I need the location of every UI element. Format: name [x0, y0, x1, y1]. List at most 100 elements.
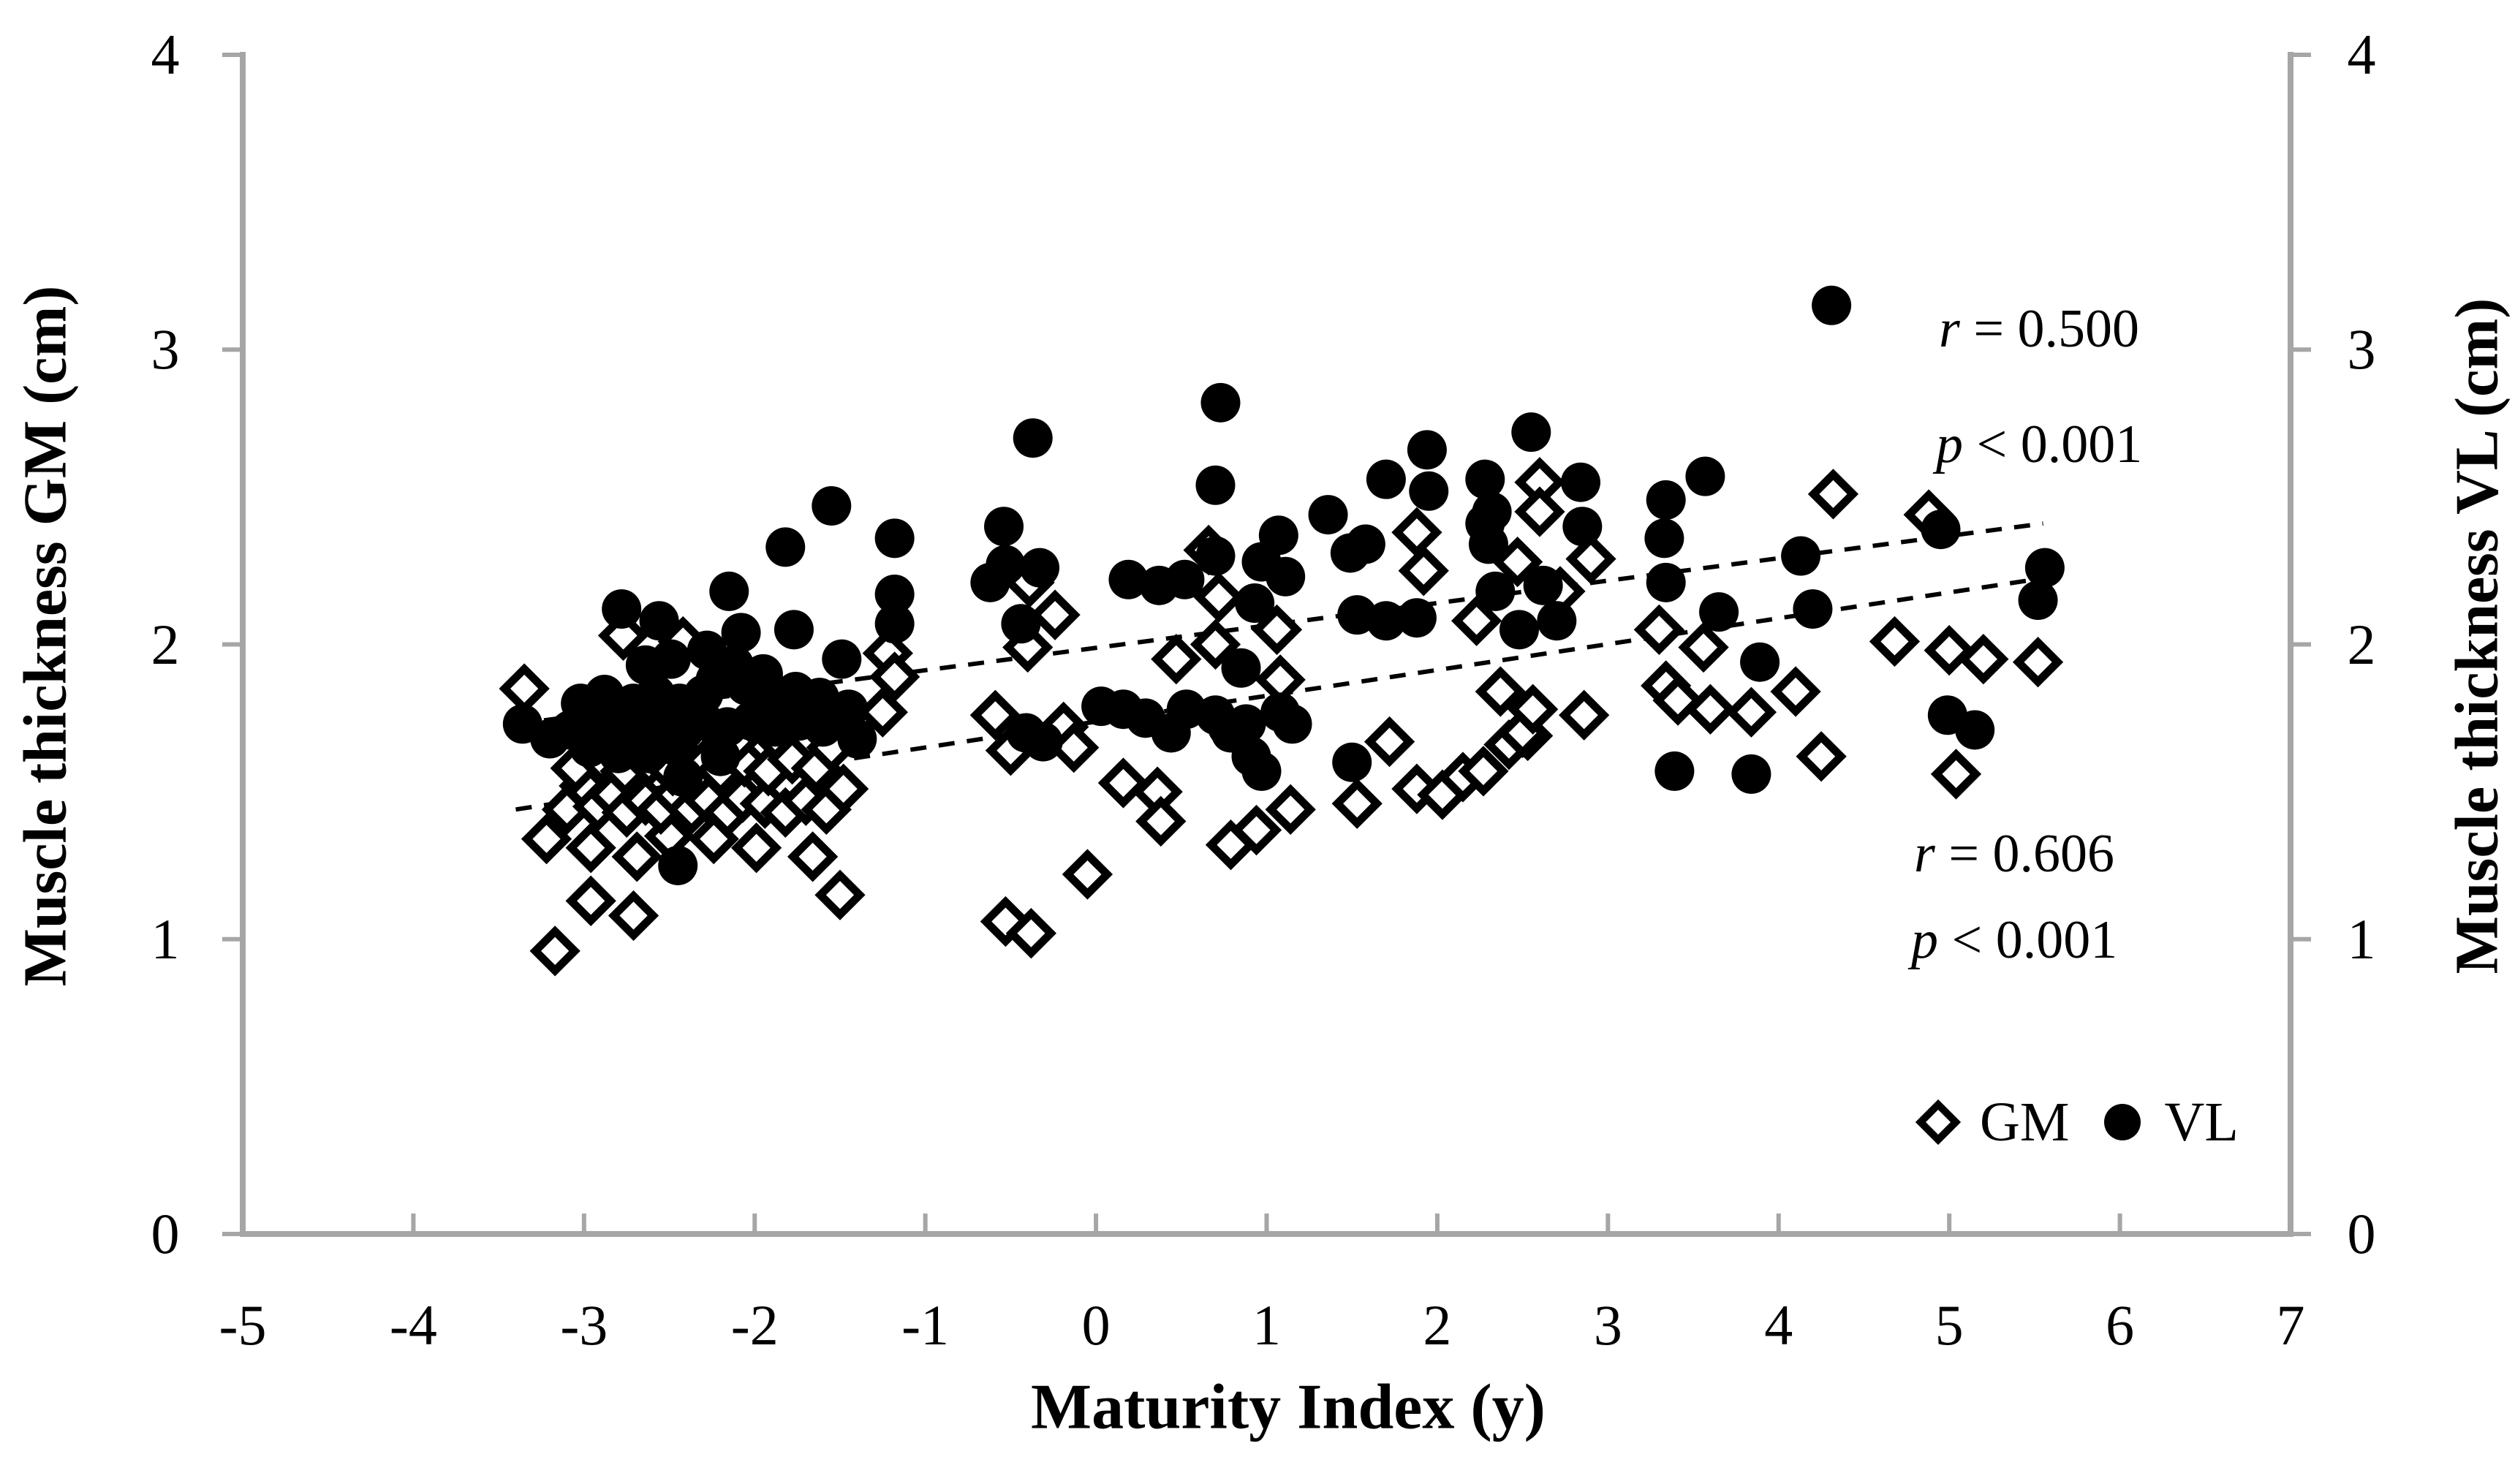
gm-point — [1678, 621, 1729, 673]
left-tick-label: 1 — [151, 906, 180, 971]
vl-point — [1108, 559, 1149, 599]
gm-point — [730, 822, 782, 874]
vl-point — [874, 574, 915, 614]
vl-point — [1165, 559, 1205, 599]
gm-point — [969, 689, 1021, 741]
gm-point — [1796, 731, 1847, 782]
vl-point — [1407, 430, 1447, 470]
vl-point — [1266, 556, 1306, 597]
gm-point — [1190, 618, 1241, 670]
vl-point — [874, 518, 915, 559]
annotation-gm-p-value: < 0.001 — [1938, 910, 2118, 970]
vl-point — [1562, 507, 1603, 547]
vl-point — [1699, 592, 1739, 632]
gm-point — [1491, 536, 1543, 588]
legend-item-vl: VL — [2094, 1091, 2239, 1153]
x-tick-label: -1 — [901, 1293, 950, 1357]
vl-point — [1366, 601, 1406, 641]
gm-point — [499, 663, 550, 714]
vl-point — [1221, 648, 1261, 688]
gm-point — [1451, 595, 1502, 646]
gm-point — [1048, 722, 1100, 773]
right-axis-title: Muscle thickness VL (cm) — [2443, 298, 2511, 974]
gm-point — [1514, 486, 1565, 537]
gm-point — [1331, 778, 1383, 829]
vl-point — [1200, 382, 1241, 423]
annotation-gm-p: p < 0.001 — [1911, 909, 2117, 972]
vl-point — [1013, 418, 1053, 458]
gm-point — [1391, 507, 1442, 558]
gm-point — [1005, 908, 1057, 959]
gm-point — [1151, 634, 1202, 685]
left-axis-title: Muscle thickness GM (cm) — [11, 285, 80, 987]
gm-point — [1135, 795, 1187, 847]
gm-point — [1029, 589, 1081, 640]
vl-point — [1646, 562, 1686, 602]
x-tick-label: -2 — [730, 1293, 779, 1357]
vl-point — [663, 757, 703, 797]
right-tick-label: 4 — [2347, 23, 2376, 86]
vl-point — [1731, 754, 1771, 794]
vl-point — [1793, 589, 1833, 629]
vl-point — [695, 659, 735, 700]
x-tick-label: 2 — [1423, 1293, 1452, 1357]
gm-point — [1633, 604, 1685, 655]
x-tick-label: 0 — [1081, 1293, 1111, 1357]
right-tick-label: 3 — [2347, 317, 2376, 382]
legend-label-vl: VL — [2164, 1091, 2239, 1153]
vl-point — [709, 571, 749, 611]
vl-point — [1685, 456, 1725, 496]
vl-point — [1523, 565, 1563, 605]
gm-point — [529, 925, 580, 977]
vl-point — [1023, 722, 1063, 762]
vl-point — [1475, 571, 1516, 611]
vl-point — [1781, 536, 1821, 576]
gm-point — [1475, 666, 1526, 717]
left-tick-label: 4 — [151, 23, 180, 86]
vl-point — [1195, 465, 1236, 505]
vl-point — [2018, 580, 2058, 621]
gm-point — [1193, 572, 1244, 623]
gm-point — [565, 822, 616, 874]
gm-point — [1652, 675, 1703, 726]
gm-point — [2012, 637, 2064, 688]
vl-point — [1740, 642, 1780, 682]
vl-point — [1001, 604, 1041, 644]
gm-point — [1930, 749, 1982, 800]
vl-point — [1366, 459, 1406, 499]
vl-point — [1921, 510, 1961, 550]
gm-point — [1364, 716, 1415, 768]
gm-point — [1958, 634, 2009, 685]
vl-point — [1020, 548, 1060, 588]
left-tick-label: 0 — [151, 1202, 180, 1265]
vl-point — [1499, 610, 1539, 650]
x-axis-title: Maturity Index (y) — [1031, 1371, 1546, 1443]
x-tick-label: 3 — [1593, 1293, 1622, 1357]
x-tick-label: -5 — [219, 1293, 267, 1357]
x-tick-label: 1 — [1252, 1293, 1281, 1357]
vl-point — [1235, 583, 1275, 624]
gm-point — [787, 831, 839, 882]
gm-point — [1807, 469, 1859, 520]
vl-point — [625, 645, 665, 685]
vl-point — [1332, 742, 1372, 782]
open-diamond-icon — [1915, 1099, 1962, 1146]
legend-label-gm: GM — [1980, 1091, 2070, 1153]
vl-point — [1654, 751, 1695, 791]
vl-point — [721, 613, 761, 653]
vl-point — [658, 727, 698, 768]
gm-point — [1265, 784, 1316, 835]
legend: GM VL — [1910, 1094, 2239, 1151]
annotation-gm-r: r = 0.606 — [1914, 823, 2114, 885]
vl-point — [1812, 285, 1852, 325]
vl-point — [1955, 710, 1995, 750]
legend-item-gm: GM — [1910, 1094, 2069, 1151]
right-tick-label: 0 — [2347, 1202, 2376, 1265]
gm-point — [1869, 616, 1921, 667]
vl-point — [1646, 480, 1686, 520]
vl-point — [874, 604, 915, 644]
vl-point — [1644, 518, 1684, 559]
x-tick-label: 6 — [2106, 1293, 2135, 1357]
gm-point — [1565, 533, 1616, 585]
